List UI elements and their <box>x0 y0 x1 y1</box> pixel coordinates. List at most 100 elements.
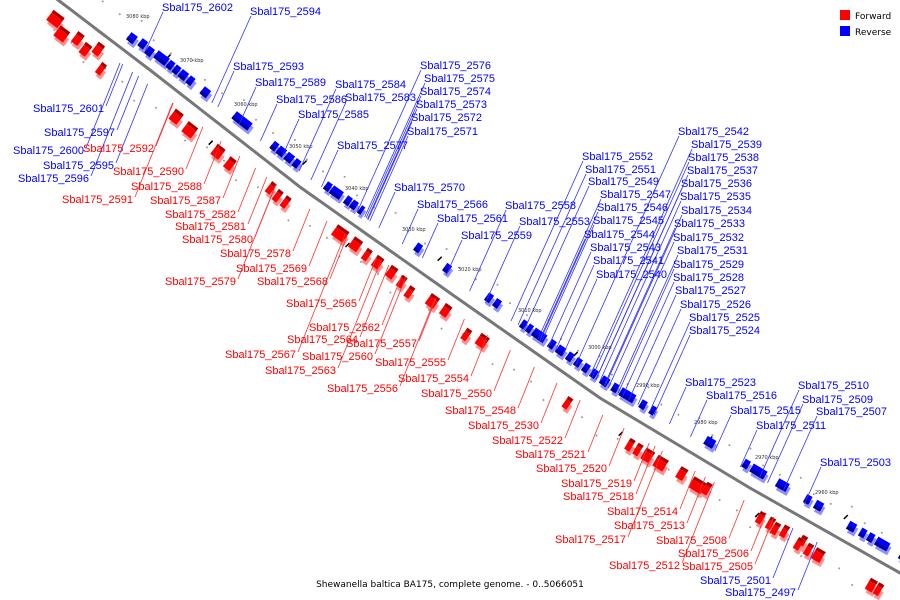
forward-gene[interactable] <box>424 293 441 314</box>
gene-label[interactable]: Sbal175_2558 <box>505 200 576 212</box>
reverse-gene[interactable] <box>342 195 354 211</box>
forward-gene[interactable] <box>222 156 237 176</box>
gene-label[interactable]: Sbal175_2546 <box>597 202 668 214</box>
gene-label[interactable]: Sbal175_2542 <box>678 126 749 138</box>
gene-label[interactable]: Sbal175_2554 <box>398 373 469 385</box>
reverse-gene[interactable] <box>610 382 621 398</box>
reverse-gene[interactable] <box>177 69 191 86</box>
gene-label[interactable]: Sbal175_2509 <box>802 394 873 406</box>
reverse-gene[interactable] <box>442 262 454 278</box>
reverse-gene[interactable] <box>741 458 752 474</box>
reverse-gene[interactable] <box>283 151 297 168</box>
gene-label[interactable]: Sbal175_2538 <box>688 152 759 164</box>
reverse-gene[interactable] <box>199 86 213 103</box>
gene-label[interactable]: Sbal175_2552 <box>582 151 653 163</box>
forward-gene[interactable] <box>438 302 453 322</box>
gene-label[interactable]: Sbal175_2567 <box>225 349 296 361</box>
gene-label[interactable]: Sbal175_2526 <box>680 299 751 311</box>
gene-label[interactable]: Sbal175_2595 <box>43 160 114 172</box>
gene-label[interactable]: Sbal175_2591 <box>62 194 133 206</box>
reverse-gene[interactable] <box>126 32 139 49</box>
gene-label[interactable]: Sbal175_2577 <box>337 140 408 152</box>
gene-label[interactable]: Sbal175_2518 <box>563 491 634 503</box>
gene-label[interactable]: Sbal175_2584 <box>335 79 406 91</box>
reverse-gene[interactable] <box>413 242 425 258</box>
gene-label[interactable]: Sbal175_2588 <box>131 181 202 193</box>
reverse-gene[interactable] <box>524 323 536 338</box>
gene-label[interactable]: Sbal175_2557 <box>346 338 417 350</box>
forward-gene[interactable] <box>561 396 574 414</box>
gene-label[interactable]: Sbal175_2579 <box>165 276 236 288</box>
gene-label[interactable]: Sbal175_2592 <box>83 143 154 155</box>
reverse-gene[interactable] <box>845 520 859 537</box>
gene-label[interactable]: Sbal175_2527 <box>675 285 746 297</box>
forward-gene[interactable] <box>168 108 184 129</box>
gene-label[interactable]: Sbal175_2517 <box>555 534 626 546</box>
forward-gene[interactable] <box>460 327 473 346</box>
reverse-gene[interactable] <box>873 536 892 556</box>
reverse-gene[interactable] <box>897 550 900 566</box>
forward-gene[interactable] <box>624 437 636 456</box>
gene-label[interactable]: Sbal175_2505 <box>682 561 753 573</box>
gene-label[interactable]: Sbal175_2594 <box>250 6 321 18</box>
reverse-gene[interactable] <box>580 362 592 378</box>
reverse-gene[interactable] <box>348 199 360 215</box>
forward-gene[interactable] <box>53 25 71 47</box>
gene-label[interactable]: Sbal175_2536 <box>681 178 752 190</box>
gene-label[interactable]: Sbal175_2535 <box>680 191 751 203</box>
forward-gene[interactable] <box>70 31 85 50</box>
forward-gene[interactable] <box>778 524 791 543</box>
forward-gene[interactable] <box>360 247 373 266</box>
gene-label[interactable]: Sbal175_2597 <box>44 127 115 139</box>
gene-label[interactable]: Sbal175_2531 <box>677 245 748 257</box>
gene-label[interactable]: Sbal175_2519 <box>561 478 632 490</box>
gene-label[interactable]: Sbal175_2511 <box>756 420 826 432</box>
forward-gene[interactable] <box>78 41 93 61</box>
forward-gene[interactable] <box>754 510 767 529</box>
forward-gene[interactable] <box>403 285 416 303</box>
reverse-gene[interactable] <box>812 499 826 516</box>
gene-label[interactable]: Sbal175_2532 <box>673 232 744 244</box>
gene-label[interactable]: Sbal175_2540 <box>596 269 667 281</box>
forward-gene[interactable] <box>802 542 815 561</box>
gene-label[interactable]: Sbal175_2543 <box>590 242 661 254</box>
gene-label[interactable]: Sbal175_2585 <box>298 109 369 121</box>
gene-label[interactable]: Sbal175_2510 <box>798 380 869 392</box>
forward-gene[interactable] <box>330 224 350 247</box>
gene-label[interactable]: Sbal175_2569 <box>236 263 307 275</box>
gene-label[interactable]: Sbal175_2539 <box>691 139 762 151</box>
gene-label[interactable]: Sbal175_2586 <box>276 94 347 106</box>
reverse-gene[interactable] <box>269 140 281 156</box>
gene-label[interactable]: Sbal175_2570 <box>394 182 465 194</box>
forward-gene[interactable] <box>688 476 707 499</box>
gene-label[interactable]: Sbal175_2581 <box>175 221 246 233</box>
gene-label[interactable]: Sbal175_2562 <box>309 322 380 334</box>
reverse-gene[interactable] <box>865 532 877 547</box>
gene-label[interactable]: Sbal175_2559 <box>461 230 532 242</box>
gene-label[interactable]: Sbal175_2593 <box>233 61 304 73</box>
gene-label[interactable]: Sbal175_2576 <box>420 60 491 72</box>
gene-label[interactable]: Sbal175_2602 <box>162 2 233 14</box>
reverse-gene[interactable] <box>185 75 197 91</box>
gene-label[interactable]: Sbal175_2514 <box>607 506 678 518</box>
gene-label[interactable]: Sbal175_2508 <box>656 535 727 547</box>
forward-gene[interactable] <box>640 447 656 468</box>
reverse-gene[interactable] <box>356 205 367 219</box>
forward-gene[interactable] <box>271 188 284 207</box>
forward-gene[interactable] <box>675 466 689 485</box>
gene-label[interactable]: Sbal175_2503 <box>820 457 891 469</box>
gene-label[interactable]: Sbal175_2524 <box>689 325 760 337</box>
reverse-gene[interactable] <box>518 319 530 334</box>
gene-label[interactable]: Sbal175_2530 <box>468 420 539 432</box>
reverse-gene[interactable] <box>144 45 157 62</box>
forward-gene[interactable] <box>632 442 644 461</box>
forward-gene[interactable] <box>181 121 199 143</box>
reverse-gene[interactable] <box>171 64 183 80</box>
forward-gene[interactable] <box>91 41 106 61</box>
gene-label[interactable]: Sbal175_2544 <box>584 229 655 241</box>
gene-label[interactable]: Sbal175_2525 <box>689 312 760 324</box>
gene-label[interactable]: Sbal175_2568 <box>257 276 328 288</box>
gene-label[interactable]: Sbal175_2547 <box>600 189 671 201</box>
gene-label[interactable]: Sbal175_2582 <box>165 209 236 221</box>
reverse-gene[interactable] <box>857 527 869 543</box>
